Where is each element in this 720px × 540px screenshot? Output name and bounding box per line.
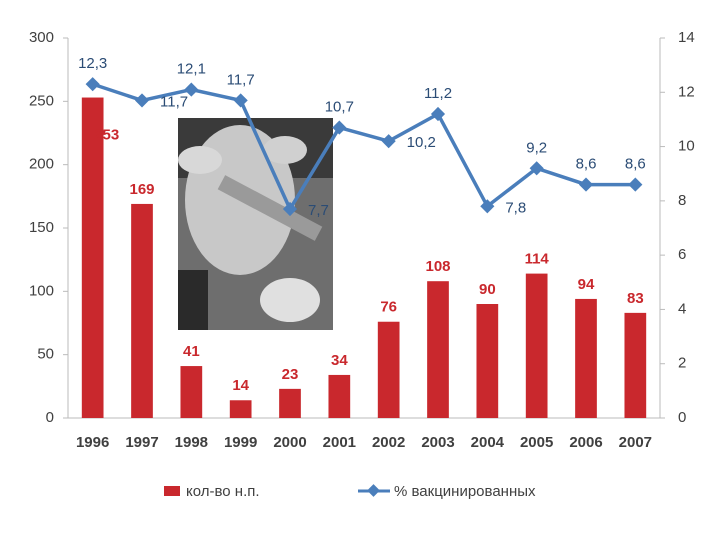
x-tick-label: 2000 [273, 434, 306, 451]
marker [233, 93, 248, 108]
data-label: 8,6 [625, 156, 646, 173]
y2-tick-label: 0 [678, 409, 686, 426]
data-label: 7,8 [505, 199, 526, 216]
bar [575, 298, 597, 418]
data-label: 9,2 [526, 139, 547, 156]
data-label: 94 [578, 276, 595, 293]
legend-swatch [164, 486, 180, 496]
data-label: 14 [232, 377, 249, 394]
line [92, 82, 636, 213]
y2-tick-label: 6 [678, 246, 686, 263]
bar [131, 203, 153, 418]
data-label: 90 [479, 281, 496, 298]
y2-tick-label: 2 [678, 355, 686, 372]
bar [328, 374, 351, 418]
marker [332, 120, 347, 135]
y2-tick-label: 4 [678, 300, 686, 317]
data-label: 11,2 [424, 85, 452, 102]
x-tick-label: 1997 [125, 434, 158, 451]
bar [279, 388, 301, 418]
data-label: 10,2 [407, 134, 436, 151]
y-tick-label: 0 [46, 409, 54, 426]
bar [81, 97, 104, 419]
data-label: 83 [627, 290, 644, 307]
data-label: 23 [282, 366, 299, 383]
x-tick-label: 2006 [569, 434, 602, 451]
x-tick-label: 1996 [76, 434, 109, 451]
marker [529, 161, 544, 176]
data-label: 11,7 [160, 93, 188, 110]
data-label: 8,6 [576, 156, 597, 173]
x-tick-label: 2007 [619, 434, 652, 451]
bar [427, 281, 449, 418]
data-label: 7,7 [308, 202, 329, 219]
y-tick-label: 200 [29, 156, 54, 173]
y2-tick-label: 12 [678, 83, 695, 100]
bar [525, 273, 548, 418]
bar [624, 312, 647, 418]
data-label: 253 [94, 127, 119, 144]
x-tick-label: 2001 [323, 434, 356, 451]
x-tick-label: 2005 [520, 434, 553, 451]
y2-tick-label: 14 [678, 29, 695, 46]
y2-tick-label: 10 [678, 138, 695, 155]
data-label: 12,1 [177, 61, 206, 78]
y-tick-label: 300 [29, 29, 54, 46]
marker [430, 106, 446, 122]
y-tick-label: 250 [29, 92, 54, 109]
legend-label: кол-во н.п. [186, 483, 260, 500]
data-label: 76 [380, 299, 397, 316]
y2-tick-label: 8 [678, 192, 686, 209]
y-tick-label: 150 [29, 219, 54, 236]
data-label: 12,3 [78, 55, 107, 72]
marker [85, 77, 100, 92]
marker [480, 199, 495, 214]
y-tick-label: 50 [37, 346, 54, 363]
marker [381, 134, 396, 149]
y-tick-label: 100 [29, 282, 54, 299]
marker [578, 177, 594, 192]
bar [229, 400, 252, 418]
bar [180, 366, 203, 418]
x-tick-label: 2004 [471, 434, 505, 451]
data-label: 108 [425, 258, 450, 275]
x-tick-label: 1999 [224, 434, 257, 451]
x-tick-label: 2003 [421, 434, 454, 451]
data-label: 34 [331, 352, 348, 369]
marker [134, 93, 150, 108]
data-label: 114 [525, 251, 550, 268]
legend-swatch [367, 484, 380, 497]
legend-label: % вакцинированных [394, 483, 536, 500]
data-label: 10,7 [325, 99, 354, 116]
bar [377, 321, 400, 418]
bar [476, 304, 499, 418]
photo [178, 118, 333, 330]
x-tick-label: 2002 [372, 434, 405, 451]
data-label: 169 [129, 181, 154, 198]
marker [282, 201, 298, 217]
x-tick-label: 1998 [175, 434, 208, 451]
data-label: 11,7 [227, 71, 255, 88]
data-label: 41 [183, 343, 200, 360]
marker [628, 177, 643, 192]
